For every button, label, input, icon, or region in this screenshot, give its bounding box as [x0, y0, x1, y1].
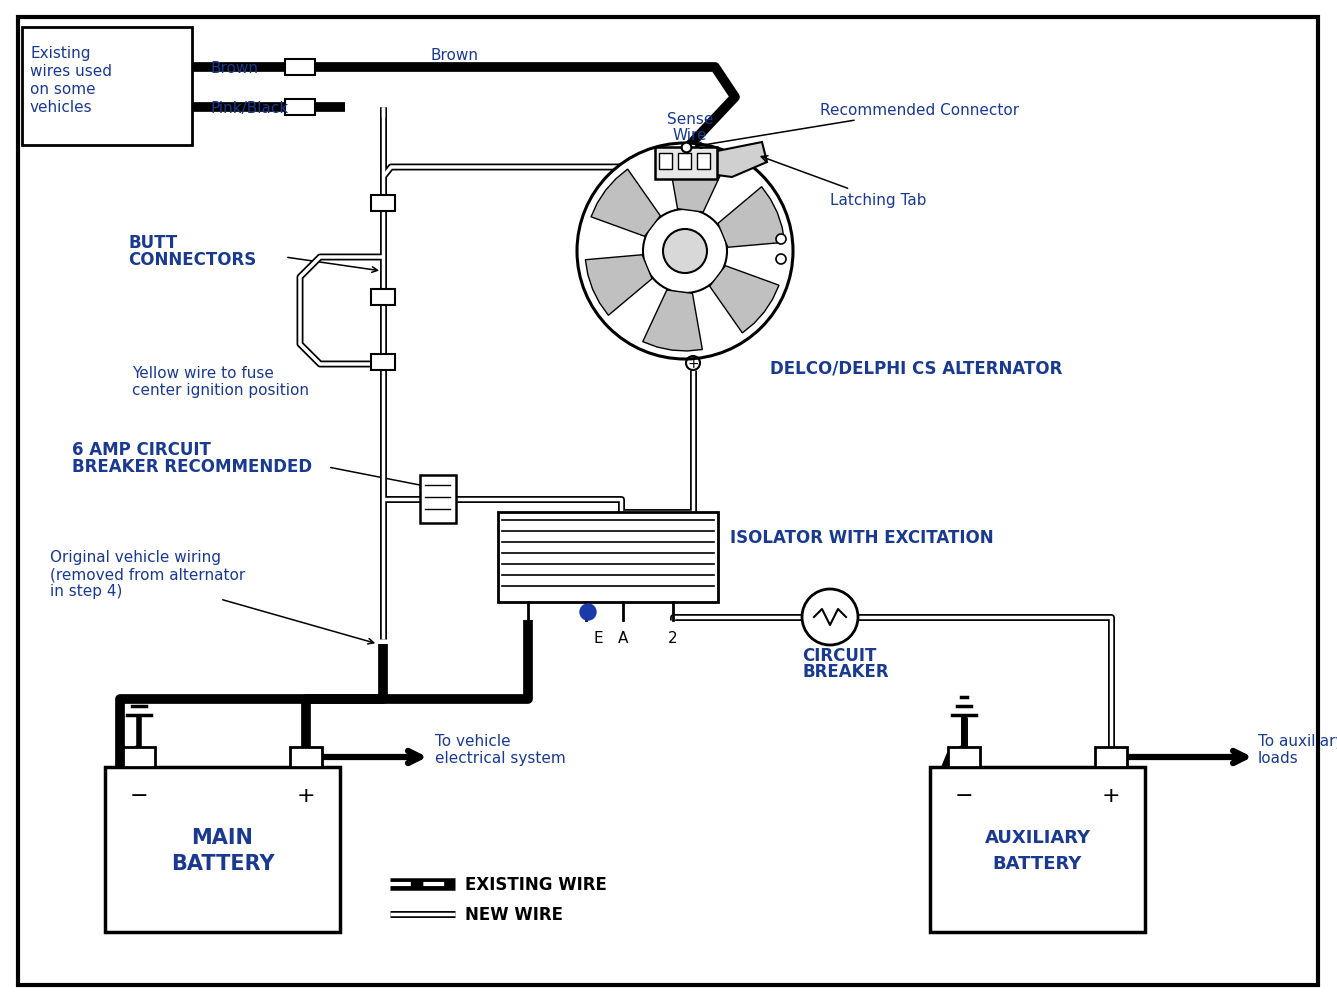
Text: 1: 1 — [523, 630, 533, 645]
Text: BREAKER: BREAKER — [802, 662, 889, 680]
Bar — [106, 768, 340, 932]
Text: AUXILIARY: AUXILIARY — [984, 829, 1091, 847]
Text: +: + — [297, 786, 316, 806]
Polygon shape — [667, 152, 727, 212]
Text: Recommended Connector: Recommended Connector — [695, 103, 1019, 149]
Text: DELCO/DELPHI CS ALTERNATOR: DELCO/DELPHI CS ALTERNATOR — [770, 359, 1063, 377]
Polygon shape — [718, 187, 785, 248]
Bar — [1095, 747, 1127, 768]
Bar — [420, 476, 456, 523]
Bar — [659, 154, 673, 169]
Text: 2: 2 — [668, 630, 678, 645]
Text: A: A — [618, 630, 628, 645]
Bar — [948, 747, 980, 768]
Text: Sense: Sense — [667, 112, 713, 127]
Text: BUTT: BUTT — [128, 233, 178, 252]
Bar — [123, 747, 155, 768]
Text: +: + — [687, 357, 699, 371]
Text: Wire: Wire — [673, 128, 707, 143]
Bar — [497, 512, 718, 602]
Text: Yellow wire to fuse: Yellow wire to fuse — [132, 366, 274, 381]
Text: loads: loads — [1258, 750, 1298, 766]
Polygon shape — [586, 256, 652, 316]
Circle shape — [775, 255, 786, 265]
Polygon shape — [710, 267, 779, 334]
Bar — [370, 290, 394, 306]
Bar — [655, 148, 717, 179]
Bar — [21, 28, 193, 146]
Text: electrical system: electrical system — [435, 750, 566, 766]
Text: +: + — [1102, 786, 1120, 806]
Text: in step 4): in step 4) — [49, 583, 123, 598]
Bar — [370, 195, 394, 211]
Text: center ignition position: center ignition position — [132, 383, 309, 398]
Bar — [931, 768, 1144, 932]
Circle shape — [802, 589, 858, 645]
Bar — [678, 154, 691, 169]
Circle shape — [578, 144, 793, 360]
Text: Existing: Existing — [29, 46, 91, 61]
Text: To vehicle: To vehicle — [435, 733, 511, 748]
Text: 6 AMP CIRCUIT: 6 AMP CIRCUIT — [72, 441, 211, 459]
Text: CIRCUIT: CIRCUIT — [802, 646, 876, 664]
Text: To auxiliary: To auxiliary — [1258, 733, 1337, 748]
Text: NEW WIRE: NEW WIRE — [465, 905, 563, 923]
Circle shape — [775, 234, 786, 244]
Text: Pink/Black: Pink/Black — [210, 100, 289, 115]
Circle shape — [643, 209, 727, 294]
Text: CONNECTORS: CONNECTORS — [128, 250, 257, 269]
Circle shape — [580, 604, 596, 620]
Text: Brown: Brown — [431, 47, 479, 62]
Text: BATTERY: BATTERY — [993, 855, 1082, 873]
Text: E: E — [594, 630, 603, 645]
Bar — [370, 355, 394, 371]
Text: vehicles: vehicles — [29, 100, 92, 115]
Text: ISOLATOR WITH EXCITATION: ISOLATOR WITH EXCITATION — [730, 528, 993, 546]
Bar — [290, 747, 322, 768]
Text: on some: on some — [29, 82, 96, 97]
Polygon shape — [591, 170, 660, 237]
Bar — [697, 154, 710, 169]
Text: wires used: wires used — [29, 64, 112, 79]
Text: MAIN: MAIN — [191, 828, 254, 848]
Bar — [285, 60, 316, 76]
Text: EXISTING WIRE: EXISTING WIRE — [465, 875, 607, 893]
Text: −: − — [130, 786, 148, 806]
Polygon shape — [717, 143, 767, 177]
Text: Original vehicle wiring: Original vehicle wiring — [49, 549, 221, 564]
Circle shape — [663, 229, 707, 274]
Text: −: − — [955, 786, 973, 806]
Text: Brown: Brown — [210, 60, 258, 75]
Polygon shape — [643, 291, 702, 352]
Text: BREAKER RECOMMENDED: BREAKER RECOMMENDED — [72, 458, 312, 476]
Text: (removed from alternator: (removed from alternator — [49, 566, 245, 581]
Text: BATTERY: BATTERY — [171, 854, 274, 874]
Text: Latching Tab: Latching Tab — [761, 156, 927, 207]
Bar — [285, 100, 316, 116]
